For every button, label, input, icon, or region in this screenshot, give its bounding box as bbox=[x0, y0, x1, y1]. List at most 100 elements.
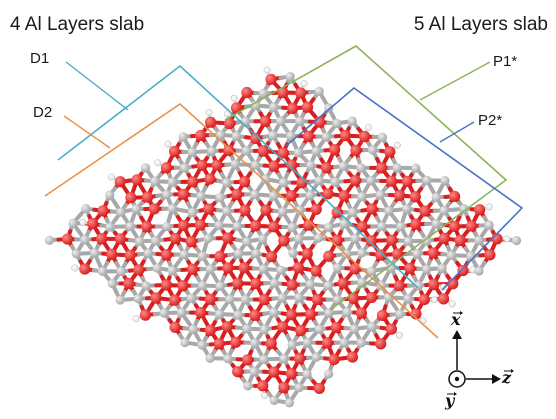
aluminum-atom bbox=[279, 354, 289, 364]
oxygen-atom bbox=[321, 337, 334, 349]
aluminum-atom bbox=[395, 309, 405, 319]
oxygen-atom bbox=[204, 173, 216, 185]
aluminum-atom bbox=[302, 369, 312, 379]
aluminum-atom bbox=[422, 175, 432, 185]
aluminum-atom bbox=[186, 293, 196, 303]
hydrogen-atom bbox=[503, 235, 511, 243]
oxygen-atom bbox=[139, 309, 151, 321]
oxygen-atom bbox=[221, 232, 234, 244]
aluminum-atom bbox=[367, 266, 377, 276]
aluminum-atom bbox=[179, 163, 190, 173]
hydrogen-atom bbox=[164, 140, 172, 148]
oxygen-atom bbox=[204, 116, 217, 128]
aluminum-atom bbox=[348, 207, 358, 217]
oxygen-atom bbox=[375, 249, 387, 261]
oxygen-atom bbox=[449, 220, 461, 233]
aluminum-atom bbox=[205, 264, 215, 274]
oxygen-atom bbox=[287, 102, 299, 114]
oxygen-atom bbox=[386, 234, 398, 246]
oxygen-atom bbox=[186, 263, 199, 275]
slab-label-p1: P1* bbox=[493, 53, 518, 70]
aluminum-atom bbox=[313, 233, 324, 243]
aluminum-atom bbox=[421, 264, 432, 274]
aluminum-atom bbox=[294, 292, 304, 303]
aluminum-atom bbox=[314, 86, 324, 96]
oxygen-atom bbox=[286, 159, 298, 171]
oxygen-atom bbox=[250, 277, 262, 290]
aluminum-atom bbox=[233, 310, 243, 320]
oxygen-atom bbox=[95, 233, 108, 245]
aluminum-atom bbox=[196, 191, 206, 201]
oxygen-atom bbox=[178, 219, 190, 232]
oxygen-atom bbox=[168, 145, 181, 158]
slab-outline-p1 bbox=[224, 45, 508, 311]
oxygen-atom bbox=[230, 336, 242, 348]
oxygen-atom bbox=[214, 250, 226, 262]
oxygen-atom bbox=[211, 159, 223, 171]
aluminum-atom bbox=[167, 203, 177, 214]
oxygen-atom bbox=[338, 190, 350, 202]
hydrogen-atom bbox=[485, 203, 493, 211]
aluminum-atom bbox=[207, 146, 217, 156]
aluminum-atom bbox=[80, 235, 90, 245]
aluminum-atom bbox=[305, 160, 316, 170]
oxygen-atom bbox=[204, 293, 217, 305]
aluminum-atom bbox=[324, 308, 334, 318]
oxygen-atom bbox=[428, 278, 440, 291]
oxygen-atom bbox=[391, 248, 404, 260]
aluminum-atom bbox=[321, 132, 331, 142]
aluminum-atom bbox=[268, 130, 278, 140]
aluminum-atom bbox=[225, 294, 235, 304]
oxygen-atom bbox=[125, 192, 137, 204]
aluminum-atom bbox=[311, 352, 321, 362]
aluminum-atom bbox=[105, 222, 115, 232]
aluminum-atom bbox=[133, 293, 143, 304]
oxygen-atom bbox=[241, 354, 254, 366]
oxygen-atom bbox=[277, 321, 289, 333]
oxygen-atom bbox=[285, 309, 298, 321]
oxygen-atom bbox=[394, 189, 406, 202]
aluminum-atom bbox=[216, 130, 226, 140]
aluminum-atom bbox=[323, 280, 333, 291]
oxygen-atom bbox=[114, 176, 126, 188]
aluminum-atom bbox=[240, 294, 250, 305]
oxygen-atom bbox=[409, 191, 421, 203]
slab-label-p2: P2* bbox=[478, 112, 503, 129]
oxygen-atom bbox=[491, 233, 503, 245]
oxygen-atom bbox=[250, 132, 262, 144]
oxygen-atom bbox=[124, 249, 136, 261]
aluminum-atom bbox=[215, 192, 225, 203]
aluminum-atom bbox=[403, 236, 413, 246]
oxygen-atom bbox=[328, 353, 340, 366]
oxygen-atom bbox=[169, 232, 182, 245]
hydrogen-atom bbox=[71, 264, 79, 272]
oxygen-atom bbox=[260, 204, 272, 216]
aluminum-atom bbox=[413, 280, 424, 291]
slab-outline-p2 bbox=[285, 86, 524, 291]
hydrogen-atom bbox=[263, 66, 271, 74]
aluminum-atom bbox=[339, 218, 350, 229]
aluminum-atom bbox=[188, 324, 198, 334]
oxygen-atom bbox=[79, 263, 91, 275]
hydrogen-atom bbox=[230, 94, 238, 102]
oxygen-atom bbox=[365, 235, 377, 247]
oxygen-atom bbox=[365, 291, 378, 304]
aluminum-atom bbox=[396, 221, 406, 231]
aluminum-atom bbox=[176, 308, 187, 318]
oxygen-atom bbox=[265, 250, 278, 263]
oxygen-atom bbox=[231, 188, 243, 201]
aluminum-atom bbox=[221, 178, 232, 188]
aluminum-atom bbox=[511, 235, 522, 246]
aluminum-atom bbox=[278, 177, 289, 188]
aluminum-atom bbox=[269, 395, 279, 405]
oxygen-atom bbox=[438, 232, 450, 245]
aluminum-atom bbox=[44, 235, 55, 245]
aluminum-atom bbox=[356, 163, 366, 173]
axis-y-label: y bbox=[445, 391, 455, 410]
oxygen-atom bbox=[294, 352, 306, 365]
aluminum-atom bbox=[293, 148, 304, 158]
hydrogen-atom bbox=[132, 315, 140, 323]
oxygen-atom bbox=[375, 338, 387, 350]
aluminum-atom bbox=[230, 159, 240, 169]
leader-line-p2 bbox=[439, 121, 475, 143]
